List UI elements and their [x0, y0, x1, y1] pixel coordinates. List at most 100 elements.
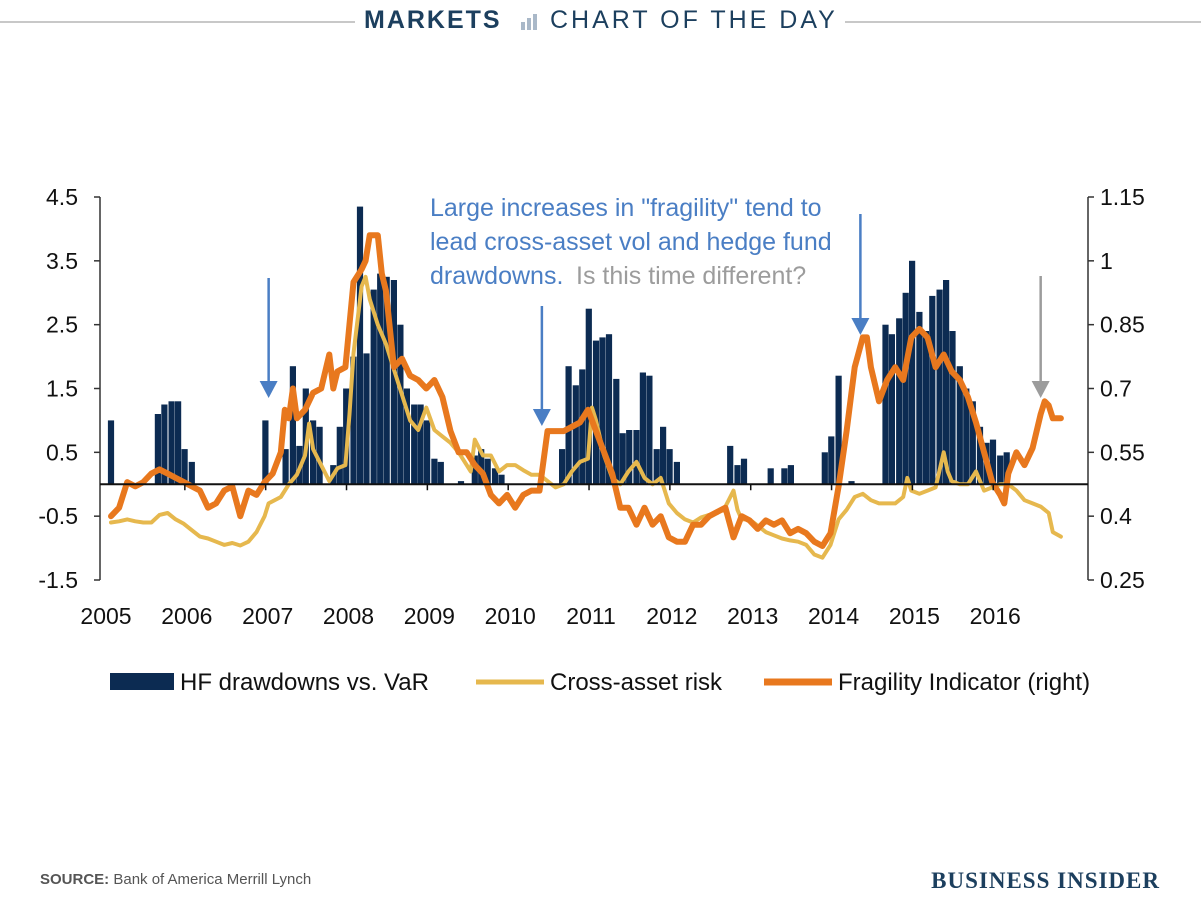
x-tick-label: 2013	[727, 603, 778, 629]
annotation-line-3-gray: Is this time different?	[576, 262, 806, 290]
arrow-head	[259, 381, 278, 398]
bar	[411, 404, 418, 485]
x-tick-label: 2011	[566, 603, 615, 629]
bar	[613, 378, 620, 485]
bar	[626, 430, 633, 485]
bar	[316, 426, 323, 485]
bar	[377, 273, 384, 485]
bar	[289, 366, 296, 485]
bar	[370, 289, 377, 485]
left-tick-label: 4.5	[46, 184, 78, 210]
bar	[478, 449, 485, 485]
bar	[956, 366, 963, 485]
bar	[579, 369, 586, 485]
bar	[592, 340, 600, 485]
bar	[1003, 452, 1010, 485]
bar	[976, 426, 984, 485]
bar	[181, 449, 188, 485]
annotation-line-1: Large increases in "fragility" tend to	[430, 194, 822, 222]
bar	[821, 452, 828, 485]
bar	[262, 420, 269, 485]
bar	[356, 206, 364, 485]
bar	[896, 318, 903, 485]
bar	[403, 388, 410, 485]
x-tick-label: 2015	[889, 603, 940, 629]
right-tick-label: 1	[1100, 248, 1113, 274]
bar	[673, 461, 680, 485]
bar	[943, 280, 950, 485]
header-subtitle: CHART OF THE DAY	[550, 6, 838, 34]
bar	[390, 280, 397, 485]
header-brand: MARKETS	[364, 6, 502, 34]
bar	[175, 401, 182, 485]
page-header: MARKETS CHART OF THE DAY	[0, 0, 1201, 44]
axes: 4.5 3.5 2.5 1.5 0.5 -0.5 -1.5 1.15 1 0.85 0.7 0.55 0…	[38, 184, 1144, 629]
bar	[734, 465, 741, 485]
x-tick-label: 2009	[404, 603, 455, 629]
right-tick-label: 0.4	[1100, 503, 1132, 529]
bar	[963, 388, 970, 485]
bar	[491, 468, 499, 485]
bar	[949, 331, 956, 485]
bar	[848, 481, 855, 485]
bar	[882, 324, 889, 485]
bar	[437, 461, 444, 485]
right-tick-label: 0.85	[1100, 312, 1145, 338]
bar	[188, 461, 195, 485]
left-tick-label: 0.5	[46, 439, 78, 465]
right-tick-label: 1.15	[1100, 184, 1145, 210]
legend-label-fragility: Fragility Indicator (right)	[838, 669, 1090, 696]
bar	[161, 404, 168, 485]
bar	[484, 458, 491, 485]
arrow-head	[1031, 381, 1050, 398]
bar	[646, 375, 653, 485]
right-tick-label: 0.7	[1100, 376, 1132, 402]
bar	[787, 465, 794, 485]
legend: HF drawdowns vs. VaR Cross-asset risk Fr…	[110, 669, 1090, 696]
source-text: Bank of America Merrill Lynch	[113, 871, 312, 888]
header-rule-left	[0, 21, 355, 23]
x-tick-label: 2014	[808, 603, 859, 629]
bar	[397, 324, 404, 485]
bar	[653, 449, 660, 485]
bar	[471, 455, 478, 485]
x-tick-label: 2006	[161, 603, 212, 629]
annotation-line-2: lead cross-asset vol and hedge fund	[430, 228, 832, 256]
bar	[107, 420, 115, 485]
bar	[431, 458, 438, 485]
right-tick-label: 0.25	[1100, 567, 1145, 593]
bar	[350, 356, 357, 485]
bar	[969, 401, 976, 485]
bar	[740, 458, 748, 485]
bar	[660, 426, 667, 485]
legend-label-cross-asset: Cross-asset risk	[550, 669, 723, 696]
bar	[936, 289, 943, 485]
bar	[835, 375, 842, 485]
bar	[902, 292, 909, 485]
bar	[424, 420, 431, 485]
bar	[572, 385, 579, 485]
bar	[599, 337, 606, 485]
bar	[767, 468, 774, 485]
bar	[498, 474, 505, 485]
right-tick-label: 0.55	[1100, 439, 1145, 465]
left-tick-label: 2.5	[46, 312, 78, 338]
bar	[929, 295, 936, 485]
x-tick-label: 2010	[485, 603, 536, 629]
annotation-arrows	[259, 214, 1050, 426]
annotation-line-3-blue: drawdowns.	[430, 262, 563, 290]
series-lines	[108, 232, 1064, 560]
bar	[909, 260, 916, 485]
x-tick-label: 2016	[970, 603, 1021, 629]
bar	[727, 445, 734, 485]
bar	[154, 414, 161, 485]
bar	[363, 353, 370, 485]
bar	[888, 334, 895, 485]
source-label: SOURCE:	[40, 871, 110, 888]
bar	[916, 311, 923, 485]
footer-source: SOURCE: Bank of America Merrill Lynch	[40, 871, 311, 888]
fragility-indicator-line	[108, 232, 1064, 549]
arrow-head	[851, 318, 870, 335]
x-tick-label: 2005	[80, 603, 131, 629]
